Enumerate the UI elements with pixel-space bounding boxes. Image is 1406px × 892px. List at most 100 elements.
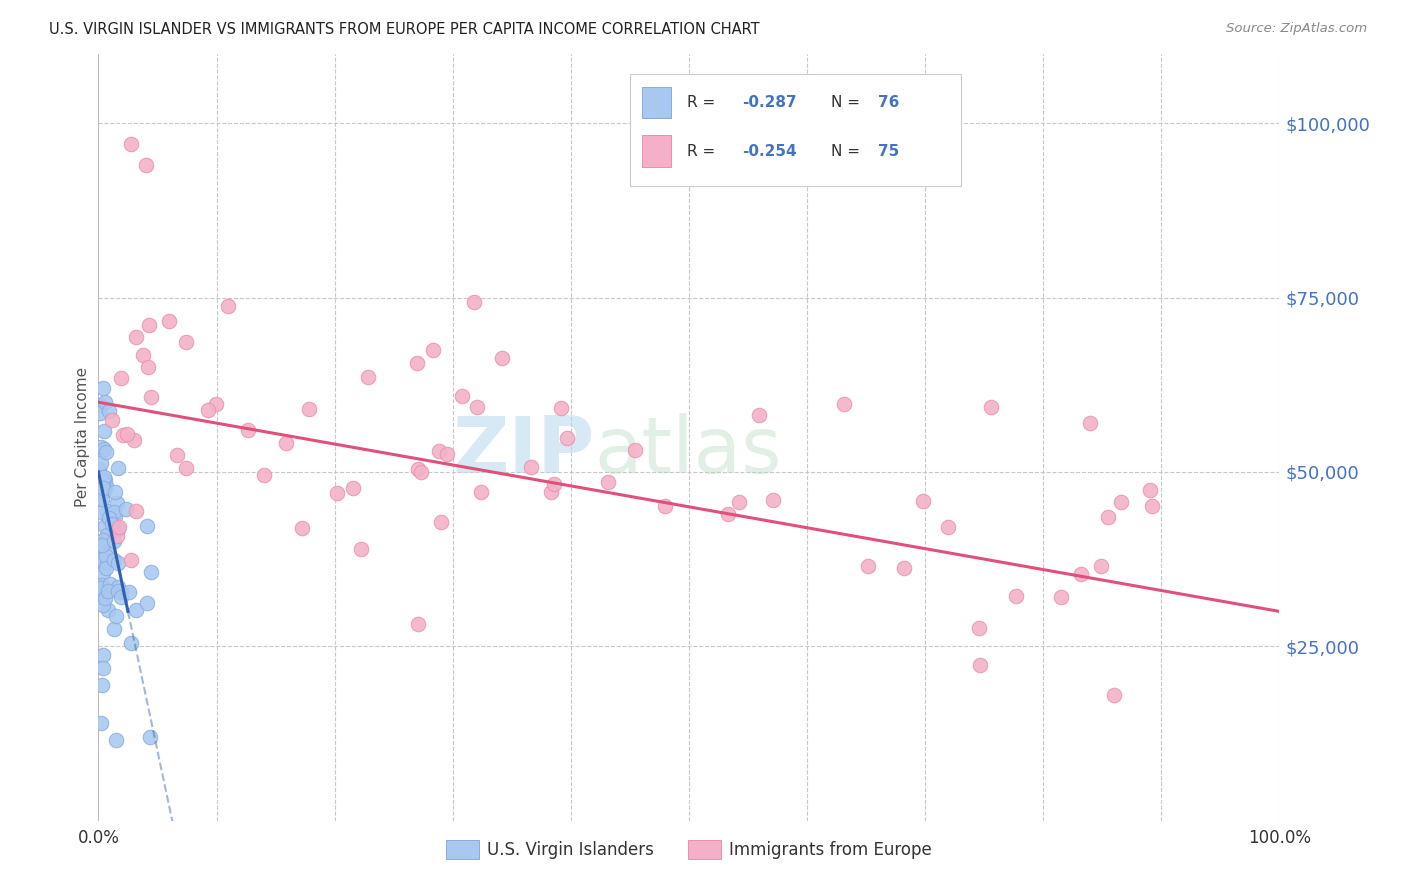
FancyBboxPatch shape [630,74,960,186]
Point [90,483,112,498]
Point [100,413,122,427]
Point [197,403,219,417]
Point [350,541,373,556]
Point [89,491,111,506]
Point [110,371,132,385]
Point [135,596,157,610]
Point [125,329,148,343]
Point [91,473,114,487]
Point [520,459,543,474]
Point [430,515,453,529]
Text: U.S. VIRGIN ISLANDER VS IMMIGRANTS FROM EUROPE PER CAPITA INCOME CORRELATION CHA: U.S. VIRGIN ISLANDER VS IMMIGRANTS FROM … [49,22,759,37]
Point [174,460,197,475]
Point [491,351,513,365]
Point [93,469,115,483]
Point [121,137,143,152]
Point [1139,483,1161,497]
Point [90,485,112,500]
Point [139,730,162,744]
Point [89,462,111,476]
Point [342,482,364,496]
Text: R =: R = [686,95,720,110]
Point [105,496,128,510]
Point [138,318,160,332]
Point [91,533,114,547]
Point [91,581,114,595]
Point [543,476,565,491]
Point [91,505,114,519]
Point [93,585,115,599]
Point [96,544,118,558]
Point [107,460,129,475]
Point [139,390,162,404]
Point [406,462,429,476]
Point [912,493,935,508]
Point [135,158,157,172]
Point [132,348,155,362]
Point [96,504,118,518]
Point [115,502,138,516]
Point [93,424,115,438]
Point [253,468,276,483]
Point [936,520,959,534]
Y-axis label: Per Capita Income: Per Capita Income [75,367,90,508]
Point [91,678,114,692]
Point [112,427,135,442]
Text: -0.254: -0.254 [742,144,797,159]
Text: -0.287: -0.287 [742,95,797,110]
Point [1090,558,1112,573]
Point [91,481,114,495]
Point [100,577,122,591]
Point [1097,510,1119,524]
Point [465,400,488,414]
Point [540,484,562,499]
Point [94,533,117,548]
Point [834,397,856,411]
Text: ZIP: ZIP [453,413,595,489]
Point [97,404,120,418]
Point [717,507,740,521]
Point [136,359,159,374]
Point [91,538,114,552]
Point [104,485,127,500]
Text: N =: N = [831,95,865,110]
Point [120,636,142,650]
Point [356,369,378,384]
Point [238,423,260,437]
Point [406,616,429,631]
Legend: U.S. Virgin Islanders, Immigrants from Europe: U.S. Virgin Islanders, Immigrants from E… [439,833,939,866]
Point [91,661,114,675]
Point [108,520,131,534]
Point [727,495,749,509]
Point [291,521,314,535]
Point [101,517,124,532]
Text: Source: ZipAtlas.com: Source: ZipAtlas.com [1226,22,1367,36]
Point [120,553,142,567]
Point [93,442,115,457]
Point [1142,499,1164,513]
Point [105,733,128,747]
Point [139,565,162,579]
Point [93,475,115,490]
Point [166,448,188,462]
Point [90,440,112,454]
Point [125,603,148,617]
Text: N =: N = [831,144,865,159]
Point [90,581,112,595]
Point [122,434,145,448]
Point [94,395,117,409]
Point [217,300,239,314]
Point [157,314,180,328]
Point [761,493,783,508]
Point [1070,566,1092,581]
Point [463,295,485,310]
Point [748,408,770,422]
Point [1109,495,1132,509]
Point [94,549,117,563]
Bar [641,136,671,167]
Point [103,505,125,519]
Point [980,400,1002,414]
Point [107,580,129,594]
Point [93,648,115,662]
Point [94,591,117,606]
